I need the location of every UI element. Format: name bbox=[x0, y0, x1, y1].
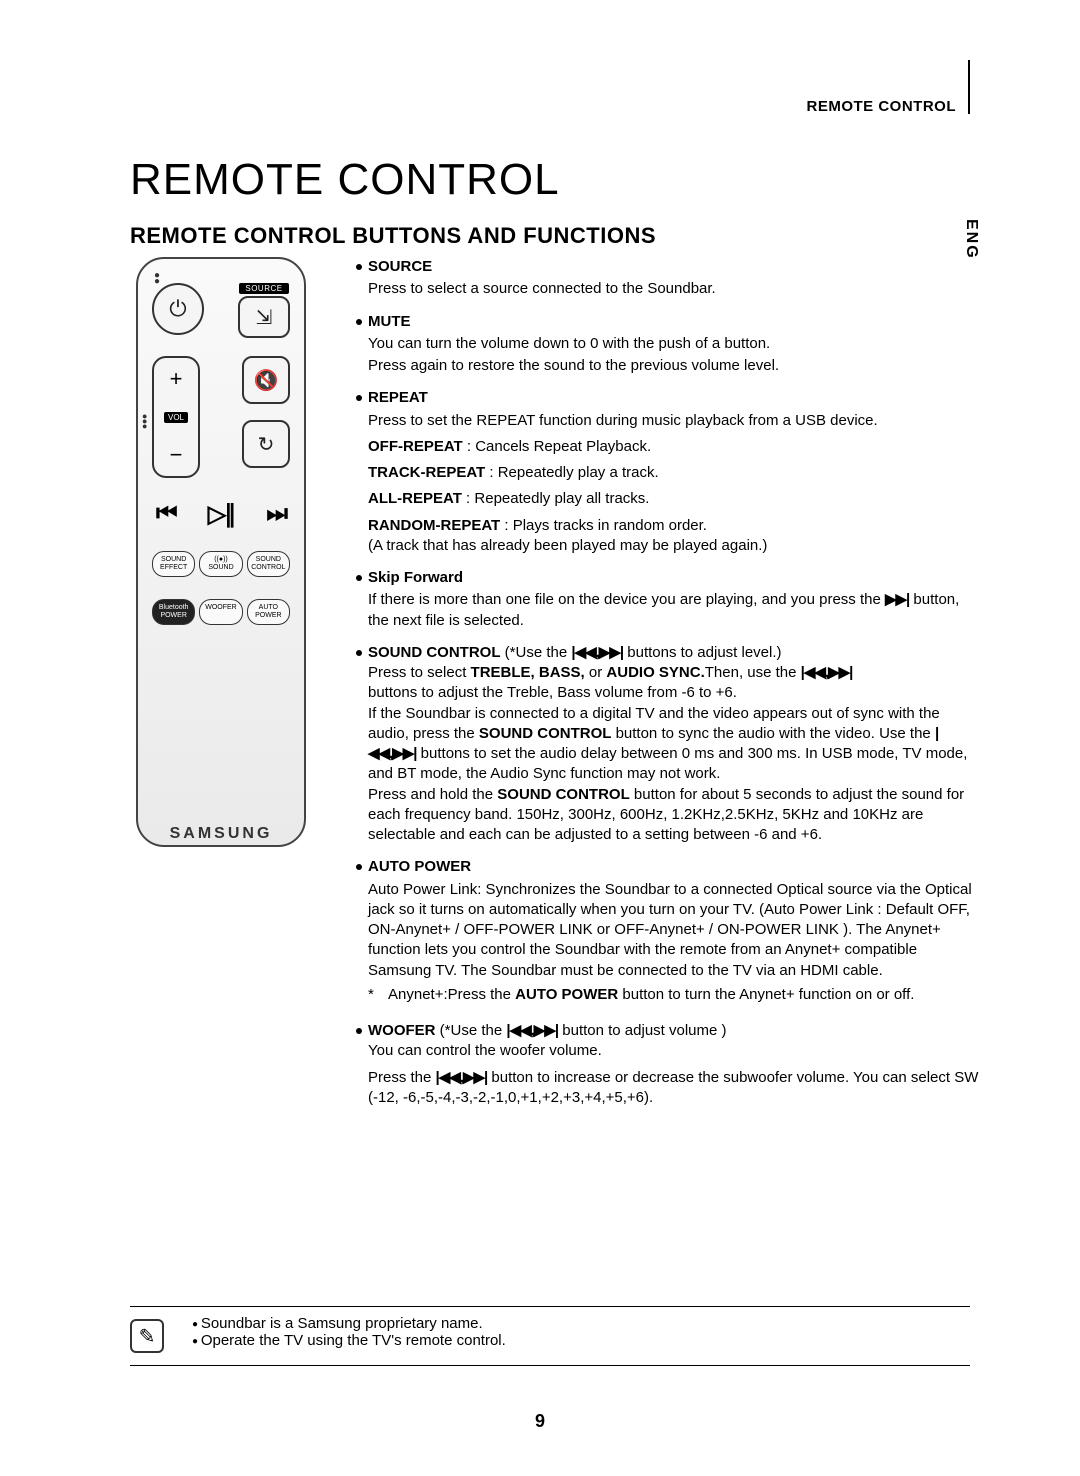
woofer-l2: Press the |◀◀,▶▶| button to increase or … bbox=[368, 1068, 980, 1109]
soundcontrol-p1: Press to select TREBLE, BASS, or AUDIO S… bbox=[368, 663, 980, 683]
autopower-section: AUTO POWER Auto Power Link: Synchronizes… bbox=[360, 857, 980, 1005]
page-title: REMOTE CONTROL bbox=[130, 155, 980, 205]
autopower-body: Auto Power Link: Synchronizes the Soundb… bbox=[368, 880, 980, 981]
play-pause-icon: ▷∥ bbox=[208, 500, 234, 529]
repeat-off: OFF-REPEAT : Cancels Repeat Playback. bbox=[368, 437, 980, 457]
sound-effect-btn: SOUND EFFECT bbox=[152, 551, 195, 577]
mute-l1: You can turn the volume down to 0 with t… bbox=[368, 334, 980, 354]
autopower-sub: * Anynet+:Press the AUTO POWER button to… bbox=[368, 985, 980, 1005]
surround-btn: ((●))SOUND bbox=[199, 551, 242, 577]
soundcontrol-line1: SOUND CONTROL (*Use the |◀◀,▶▶| buttons … bbox=[368, 643, 980, 663]
footer-note-2: Operate the TV using the TV's remote con… bbox=[192, 1332, 506, 1349]
brand-label: SAMSUNG bbox=[152, 825, 290, 843]
remote-illustration: ●● ⏻ SOURCE ⇲ ●●● + VOL − 🔇 bbox=[130, 257, 340, 1120]
repeat-title: REPEAT bbox=[368, 388, 980, 408]
prev-track-icon: ⏮ bbox=[156, 500, 176, 529]
repeat-random: RANDOM-REPEAT : Plays tracks in random o… bbox=[368, 516, 980, 536]
page-number: 9 bbox=[0, 1411, 1080, 1432]
volume-rocker: + VOL − bbox=[152, 356, 200, 478]
vol-down-icon: − bbox=[170, 442, 183, 468]
soundcontrol-p4: Press and hold the SOUND CONTROL button … bbox=[368, 785, 980, 846]
page-subtitle: REMOTE CONTROL BUTTONS AND FUNCTIONS bbox=[130, 223, 980, 249]
woofer-line1: WOOFER (*Use the |◀◀,▶▶| button to adjus… bbox=[368, 1021, 980, 1041]
auto-power-btn: AUTO POWER bbox=[247, 599, 290, 625]
repeat-intro: Press to set the REPEAT function during … bbox=[368, 411, 980, 431]
soundcontrol-p3: If the Soundbar is connected to a digita… bbox=[368, 704, 980, 785]
bluetooth-power-btn: Bluetooth POWER bbox=[152, 599, 195, 625]
skip-section: Skip Forward If there is more than one f… bbox=[360, 568, 980, 631]
autopower-title: AUTO POWER bbox=[368, 857, 980, 877]
source-label: SOURCE bbox=[239, 283, 288, 294]
repeat-icon: ↻ bbox=[242, 420, 290, 468]
source-icon: ⇲ bbox=[238, 296, 290, 338]
repeat-section: REPEAT Press to set the REPEAT function … bbox=[360, 388, 980, 556]
woofer-l1: You can control the woofer volume. bbox=[368, 1041, 980, 1061]
source-section: SOURCE Press to select a source connecte… bbox=[360, 257, 980, 300]
soundcontrol-p2: buttons to adjust the Treble, Bass volum… bbox=[368, 683, 980, 703]
repeat-all: ALL-REPEAT : Repeatedly play all tracks. bbox=[368, 489, 980, 509]
skip-title: Skip Forward bbox=[368, 568, 980, 588]
note-icon: ✎ bbox=[130, 1319, 164, 1353]
mute-l2: Press again to restore the sound to the … bbox=[368, 356, 980, 376]
next-track-icon: ⏭ bbox=[266, 500, 286, 529]
mute-section: MUTE You can turn the volume down to 0 w… bbox=[360, 312, 980, 377]
source-title: SOURCE bbox=[368, 257, 980, 277]
footer-notes: ✎ Soundbar is a Samsung proprietary name… bbox=[130, 1306, 970, 1366]
mute-icon: 🔇 bbox=[242, 356, 290, 404]
soundcontrol-section: SOUND CONTROL (*Use the |◀◀,▶▶| buttons … bbox=[360, 643, 980, 846]
skip-body: If there is more than one file on the de… bbox=[368, 590, 980, 631]
woofer-btn: WOOFER bbox=[199, 599, 242, 625]
source-body: Press to select a source connected to th… bbox=[368, 279, 980, 299]
woofer-section: WOOFER (*Use the |◀◀,▶▶| button to adjus… bbox=[360, 1021, 980, 1108]
vol-label: VOL bbox=[164, 412, 188, 423]
sound-control-btn: SOUND CONTROL bbox=[247, 551, 290, 577]
descriptions-column: SOURCE Press to select a source connecte… bbox=[340, 257, 980, 1120]
mute-title: MUTE bbox=[368, 312, 980, 332]
header-section-label: REMOTE CONTROL bbox=[807, 98, 957, 115]
vol-up-icon: + bbox=[170, 366, 183, 392]
repeat-track: TRACK-REPEAT : Repeatedly play a track. bbox=[368, 463, 980, 483]
repeat-random-note: (A track that has already been played ma… bbox=[368, 536, 980, 556]
footer-note-1: Soundbar is a Samsung proprietary name. bbox=[192, 1315, 506, 1332]
power-icon: ⏻ bbox=[152, 283, 204, 335]
